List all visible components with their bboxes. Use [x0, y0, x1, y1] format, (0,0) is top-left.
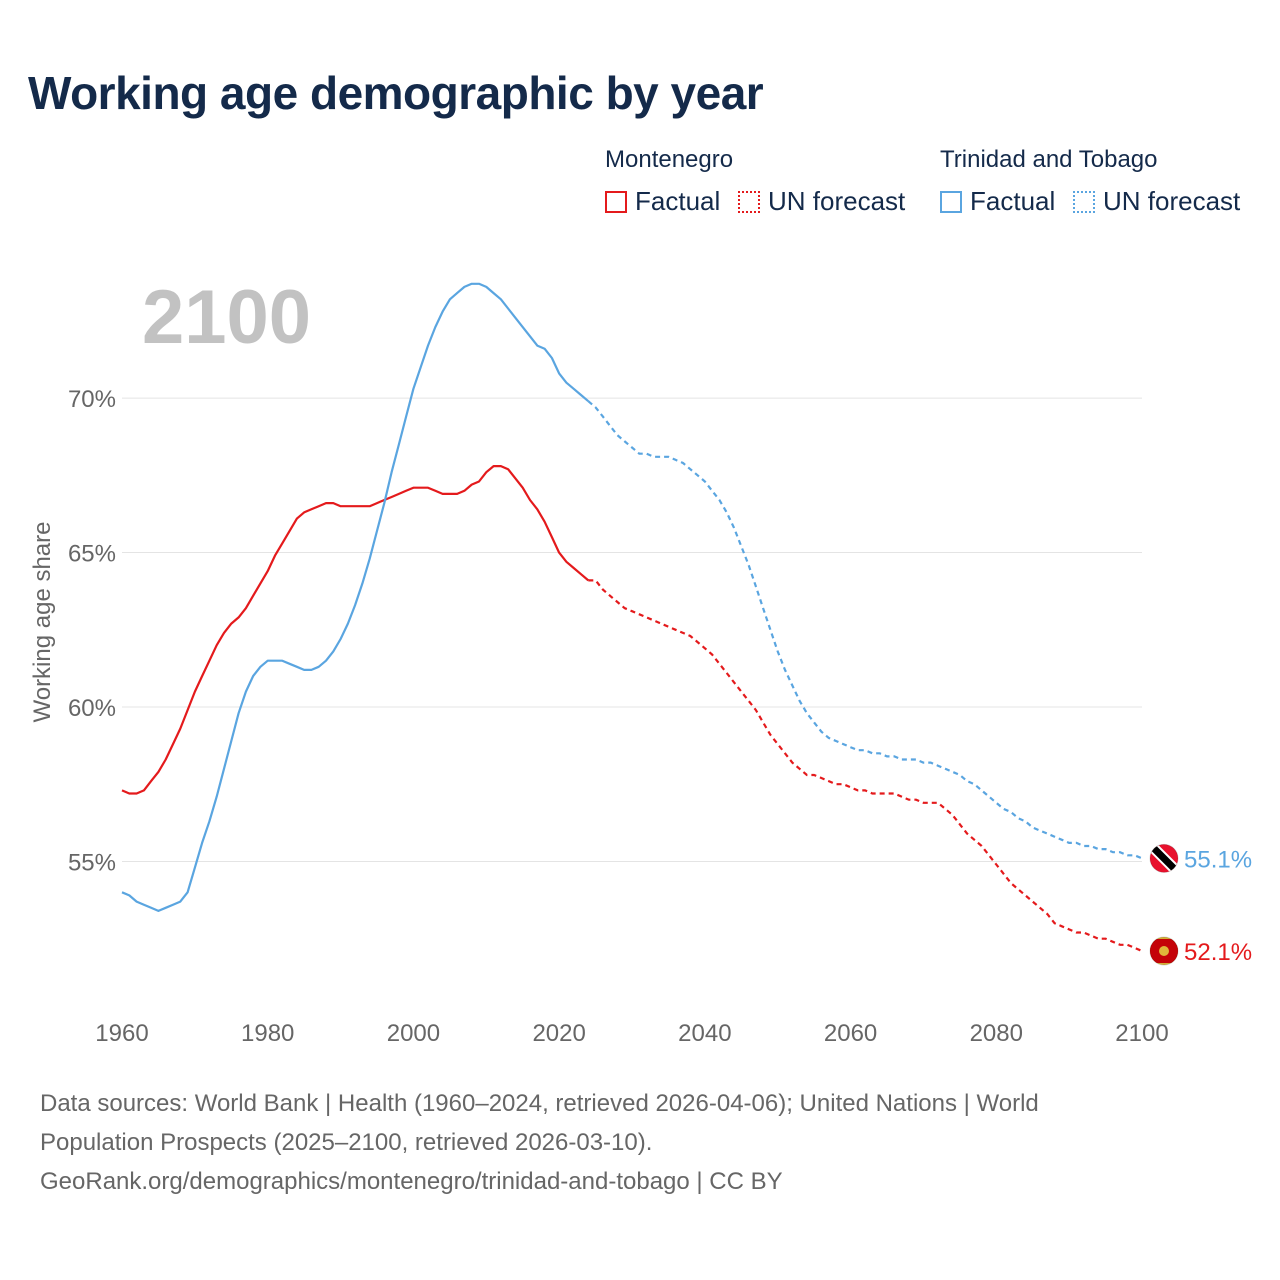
legend-swatch-solid-red [605, 190, 627, 213]
gridlines [122, 397, 1142, 862]
page-title: Working age demographic by year [28, 67, 764, 119]
legend-label: Factual [970, 186, 1056, 216]
legend-label: UN forecast [768, 186, 906, 216]
trinidad-flag-icon [1149, 843, 1179, 873]
y-tick-label: 55% [68, 849, 116, 876]
legend-label: UN forecast [1103, 186, 1241, 216]
legend-item-montenegro-factual[interactable]: Factual [605, 186, 720, 217]
series-line-trinidad-factual [121, 282, 590, 912]
montenegro-flag-icon [1149, 936, 1179, 966]
x-tick-label: 1960 [95, 1020, 148, 1047]
end-value-label-montenegro: 52.1% [1184, 939, 1252, 966]
legend-item-trinidad-factual[interactable]: Factual [940, 186, 1055, 217]
x-tick-label: 2060 [824, 1020, 877, 1047]
legend-title-montenegro: Montenegro [605, 146, 734, 173]
legend-title-trinidad: Trinidad and Tobago [940, 146, 1158, 173]
footer-sources-line1: Data sources: World Bank | Health (1960–… [40, 1090, 1039, 1117]
series-line-montenegro-forecast [588, 579, 1143, 953]
series-line-montenegro-factual [121, 465, 590, 795]
x-axis-ticks: 1960 1980 2000 2020 2040 2060 2080 2100 [95, 1020, 1168, 1047]
legend-item-montenegro-forecast[interactable]: UN forecast [738, 186, 905, 217]
y-axis-ticks: 55% 60% 65% 70% [68, 386, 116, 876]
legend-label: Factual [635, 186, 721, 216]
y-tick-label: 60% [68, 695, 116, 722]
x-tick-label: 2100 [1115, 1020, 1168, 1047]
legend-swatch-solid-blue [940, 190, 962, 213]
y-tick-label: 65% [68, 541, 116, 568]
y-tick-label: 70% [68, 386, 116, 413]
series-lines [121, 282, 1143, 953]
year-watermark: 2100 [142, 275, 311, 360]
end-value-label-trinidad: 55.1% [1184, 846, 1252, 873]
footer-attribution: GeoRank.org/demographics/montenegro/trin… [40, 1168, 783, 1195]
x-tick-label: 1980 [241, 1020, 294, 1047]
x-tick-label: 2080 [970, 1020, 1023, 1047]
series-end-markers: 52.1% 55.1% [1149, 843, 1252, 966]
legend-swatch-dotted-red [738, 190, 760, 213]
legend-item-trinidad-forecast[interactable]: UN forecast [1073, 186, 1240, 217]
x-tick-label: 2040 [678, 1020, 731, 1047]
x-tick-label: 2020 [532, 1020, 585, 1047]
footer-sources-line2: Population Prospects (2025–2100, retriev… [40, 1129, 653, 1156]
x-tick-label: 2000 [387, 1020, 440, 1047]
y-axis-label: Working age share [29, 522, 56, 723]
legend-swatch-dotted-blue [1073, 190, 1095, 213]
